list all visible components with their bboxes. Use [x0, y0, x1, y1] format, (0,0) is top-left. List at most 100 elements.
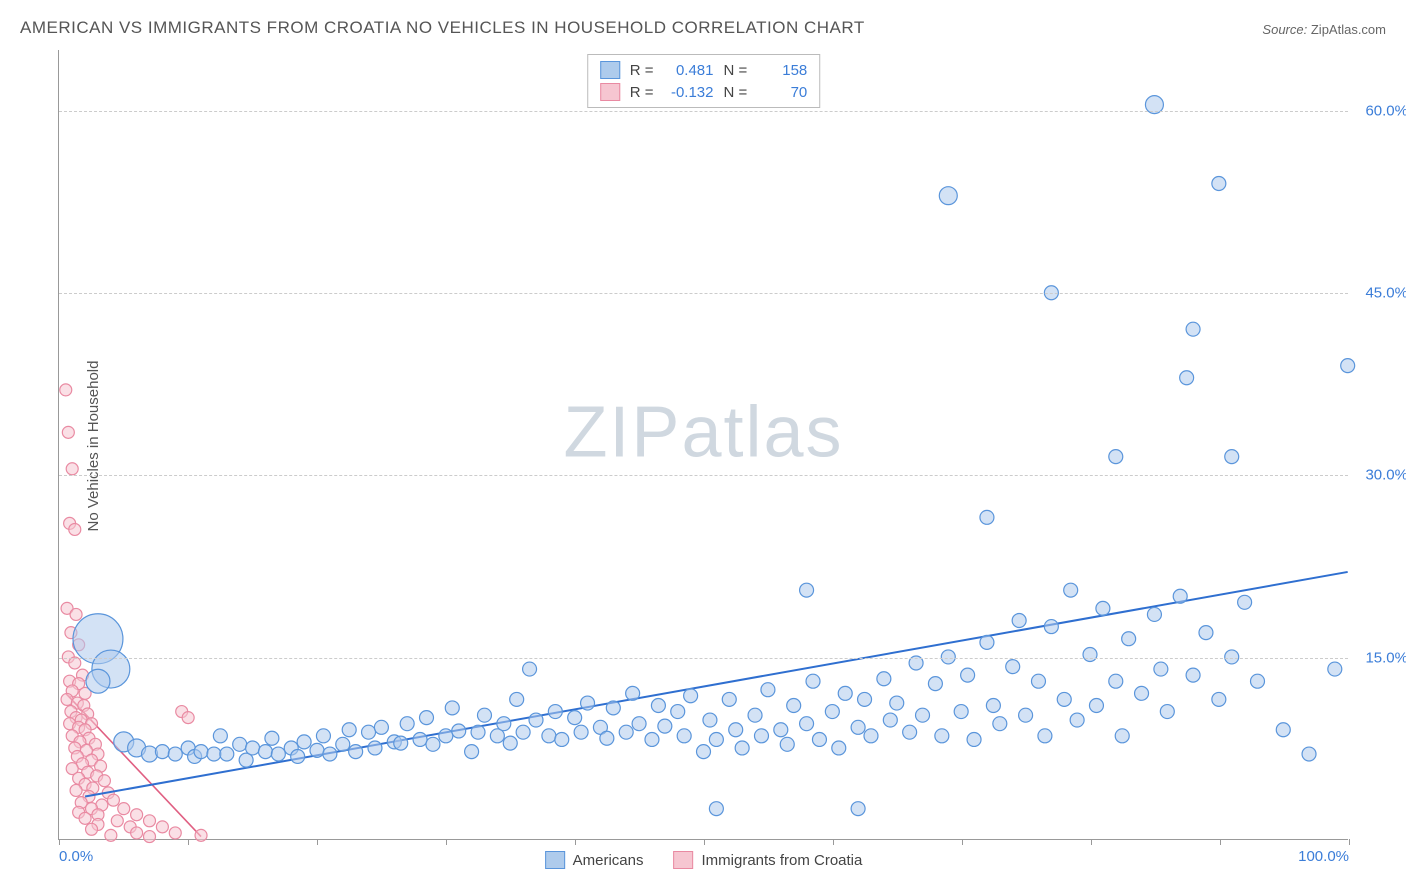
point-americans: [168, 747, 182, 761]
xtick: [575, 839, 576, 845]
point-americans: [890, 696, 904, 710]
point-americans: [310, 743, 324, 757]
point-americans: [1328, 662, 1342, 676]
point-americans: [709, 802, 723, 816]
point-americans: [787, 698, 801, 712]
point-americans: [961, 668, 975, 682]
xtick: [704, 839, 705, 845]
point-americans: [645, 732, 659, 746]
point-americans: [697, 745, 711, 759]
point-americans: [220, 747, 234, 761]
point-americans: [1238, 595, 1252, 609]
point-americans: [368, 741, 382, 755]
point-americans: [754, 729, 768, 743]
bottom-legend: Americans Immigrants from Croatia: [545, 851, 863, 869]
point-croatia: [118, 803, 130, 815]
point-americans: [1096, 601, 1110, 615]
point-croatia: [144, 815, 156, 827]
point-croatia: [195, 829, 207, 841]
point-americans: [1135, 686, 1149, 700]
point-americans: [1064, 583, 1078, 597]
point-americans: [246, 741, 260, 755]
point-americans: [883, 713, 897, 727]
point-americans: [986, 698, 1000, 712]
point-americans: [555, 732, 569, 746]
point-americans: [568, 711, 582, 725]
point-americans: [812, 732, 826, 746]
point-croatia: [131, 827, 143, 839]
point-americans: [1186, 322, 1200, 336]
point-croatia: [69, 523, 81, 535]
point-americans: [800, 717, 814, 731]
legend-item-croatia: Immigrants from Croatia: [673, 851, 862, 869]
point-americans: [207, 747, 221, 761]
point-americans: [864, 729, 878, 743]
xtick: [59, 839, 60, 845]
gridline: [59, 658, 1348, 659]
point-americans: [851, 720, 865, 734]
legend-item-americans: Americans: [545, 851, 644, 869]
point-croatia: [111, 815, 123, 827]
point-americans: [838, 686, 852, 700]
point-americans: [233, 737, 247, 751]
point-croatia: [70, 784, 82, 796]
scatter-svg: [59, 50, 1348, 839]
point-americans: [400, 717, 414, 731]
point-americans: [729, 723, 743, 737]
ytick-label: 60.0%: [1353, 102, 1406, 119]
point-americans: [1160, 705, 1174, 719]
point-americans: [1057, 692, 1071, 706]
point-americans: [297, 735, 311, 749]
point-americans: [574, 725, 588, 739]
point-americans: [265, 731, 279, 745]
point-croatia: [60, 384, 72, 396]
point-americans: [497, 717, 511, 731]
point-americans: [1006, 660, 1020, 674]
point-americans: [954, 705, 968, 719]
point-croatia: [107, 794, 119, 806]
point-americans: [780, 737, 794, 751]
point-americans: [980, 510, 994, 524]
point-americans: [548, 705, 562, 719]
point-americans: [651, 698, 665, 712]
point-americans: [877, 672, 891, 686]
point-americans: [1115, 729, 1129, 743]
point-americans: [86, 669, 110, 693]
point-americans: [1038, 729, 1052, 743]
xtick: [317, 839, 318, 845]
point-americans: [1070, 713, 1084, 727]
point-americans: [420, 711, 434, 725]
point-americans: [523, 662, 537, 676]
ytick-label: 30.0%: [1353, 467, 1406, 484]
point-americans: [722, 692, 736, 706]
point-americans: [336, 737, 350, 751]
point-americans: [1109, 674, 1123, 688]
point-americans: [477, 708, 491, 722]
point-americans: [542, 729, 556, 743]
point-americans: [1109, 450, 1123, 464]
point-americans: [832, 741, 846, 755]
point-americans: [903, 725, 917, 739]
point-americans: [516, 725, 530, 739]
xtick: [188, 839, 189, 845]
point-americans: [916, 708, 930, 722]
xtick: [446, 839, 447, 845]
point-americans: [619, 725, 633, 739]
point-americans: [1012, 614, 1026, 628]
point-americans: [1180, 371, 1194, 385]
point-americans: [1089, 698, 1103, 712]
ytick-label: 45.0%: [1353, 285, 1406, 302]
xtick: [833, 839, 834, 845]
point-americans: [825, 705, 839, 719]
trend-line-americans: [85, 572, 1348, 797]
source-label: Source:: [1262, 22, 1307, 37]
swatch-americans: [545, 851, 565, 869]
xtick-label: 0.0%: [59, 848, 93, 865]
point-americans: [671, 705, 685, 719]
point-americans: [626, 686, 640, 700]
point-americans: [677, 729, 691, 743]
point-americans: [1083, 648, 1097, 662]
source-value: ZipAtlas.com: [1311, 22, 1386, 37]
point-americans: [316, 729, 330, 743]
point-americans: [452, 724, 466, 738]
